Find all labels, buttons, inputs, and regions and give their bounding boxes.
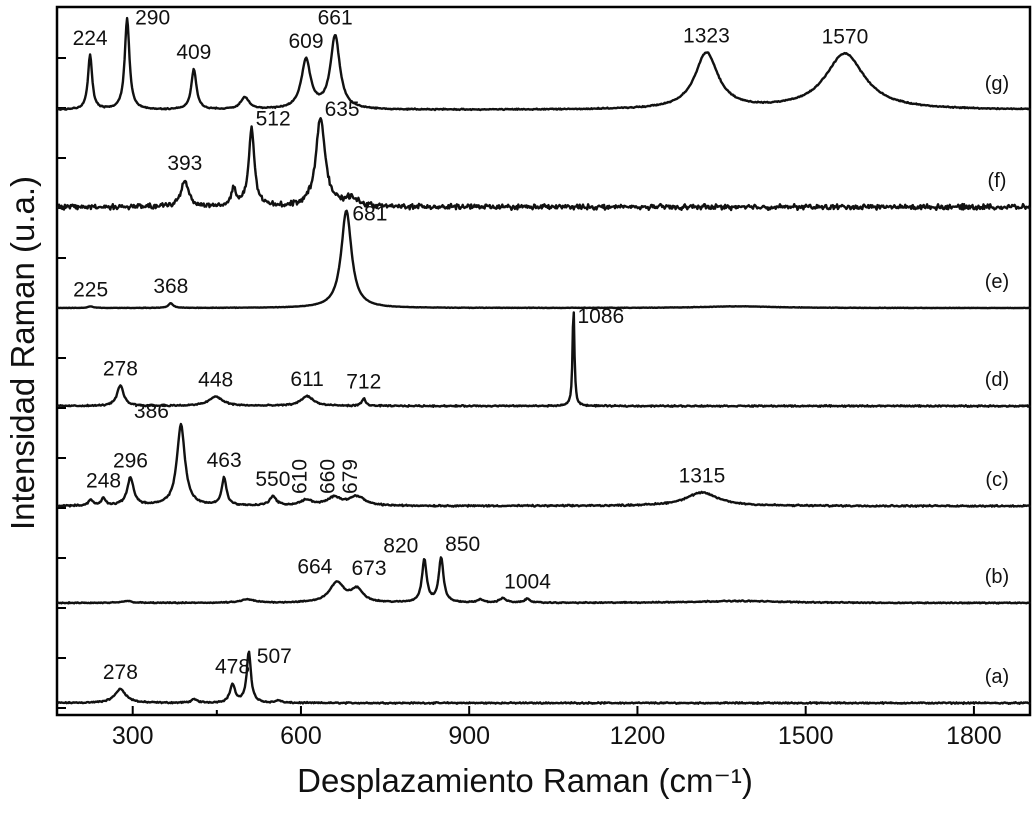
peak-label-c-248: 248 [86, 469, 121, 492]
peak-label-a-478: 478 [215, 656, 250, 679]
spectrum-d [56, 311, 1031, 408]
series-label-g: (g) [985, 73, 1009, 95]
x-tick-label-300: 300 [112, 722, 154, 750]
spectra-group [56, 16, 1031, 705]
series-labels: (a) (b) (c) (d) (e) (f) (g) [985, 73, 1009, 688]
series-label-f: (f) [988, 170, 1007, 192]
x-tick-labels: 300 600 900 1200 1500 1800 [112, 722, 1002, 750]
peak-label-e-368: 368 [153, 275, 188, 298]
peak-label-c-550: 550 [255, 468, 290, 491]
y-axis-label: Intensidad Raman (u.a.) [4, 176, 41, 530]
peak-label-e-225: 225 [73, 278, 108, 301]
spectrum-c [56, 422, 1031, 508]
peak-label-g-290: 290 [135, 6, 170, 29]
x-axis-label: Desplazamiento Raman (cm⁻¹) [297, 762, 753, 799]
peak-label-d-1086: 1086 [578, 305, 625, 328]
peak-label-f-512: 512 [256, 108, 291, 131]
peak-label-b-850: 850 [445, 533, 480, 556]
x-tick-label-900: 900 [448, 722, 490, 750]
peak-label-c-610: 610 [289, 459, 312, 494]
plot-frame [55, 5, 1032, 717]
peak-label-b-820: 820 [383, 534, 418, 557]
peak-label-b-673: 673 [352, 557, 387, 580]
peak-label-g-409: 409 [176, 41, 211, 64]
peak-label-d-611: 611 [290, 368, 323, 391]
spectrum-g [56, 16, 1031, 112]
peak-label-c-660: 660 [317, 459, 340, 494]
peak-label-c-296: 296 [113, 449, 148, 472]
peak-label-g-1323: 1323 [683, 24, 730, 47]
peak-label-e-681: 681 [352, 203, 387, 226]
peak-label-g-224: 224 [73, 27, 108, 50]
peak-label-c-463: 463 [207, 449, 242, 472]
peak-label-d-712: 712 [346, 371, 381, 394]
peak-label-g-1570: 1570 [822, 25, 869, 48]
series-label-e: (e) [985, 271, 1009, 293]
spectrum-b [56, 556, 1031, 605]
peak-label-b-664: 664 [297, 556, 332, 579]
peak-label-d-448: 448 [198, 369, 233, 392]
peak-label-c-386: 386 [134, 400, 169, 423]
peak-label-b-1004: 1004 [504, 571, 551, 594]
x-tick-label-1800: 1800 [946, 722, 1002, 750]
peak-label-a-507: 507 [257, 645, 292, 668]
peak-label-f-393: 393 [167, 152, 202, 175]
spectrum-f [56, 117, 1031, 212]
peak-label-a-278: 278 [103, 661, 138, 684]
peak-label-g-661: 661 [318, 6, 353, 29]
x-tick-label-600: 600 [280, 722, 322, 750]
spectrum-a [56, 650, 1031, 705]
x-tick-label-1500: 1500 [778, 722, 834, 750]
peak-label-c-679: 679 [339, 459, 362, 494]
series-label-b: (b) [985, 566, 1009, 588]
series-label-d: (d) [985, 369, 1009, 391]
series-label-a: (a) [985, 666, 1009, 688]
peak-label-f-635: 635 [325, 98, 360, 121]
series-label-c: (c) [985, 469, 1008, 491]
peak-label-g-609: 609 [288, 30, 323, 53]
peak-label-d-278: 278 [103, 357, 138, 380]
x-tick-label-1200: 1200 [610, 722, 666, 750]
spectrum-e [56, 209, 1031, 310]
peak-label-c-1315: 1315 [679, 465, 726, 488]
